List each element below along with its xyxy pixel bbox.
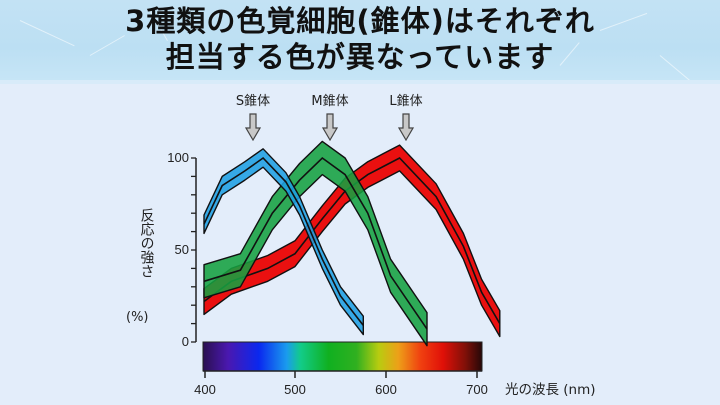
- y-tick-50: 50: [174, 242, 189, 257]
- center-line-M錐体: [203, 156, 428, 330]
- x-axis: [203, 370, 482, 378]
- x-tick-600: 600: [375, 382, 397, 397]
- down-arrow-icon: [398, 113, 414, 141]
- band-S錐体: [203, 148, 364, 336]
- band-L錐体: [203, 144, 501, 338]
- center-line-S錐体: [203, 156, 364, 326]
- title-banner: [0, 0, 720, 80]
- banner-divider: [0, 80, 720, 84]
- spectrum-color-bar: [202, 341, 483, 372]
- x-tick-400: 400: [194, 382, 216, 397]
- y-axis-label: 反応の強さ: [136, 208, 156, 283]
- down-arrow-icon: [322, 113, 338, 141]
- y-tick-100: 100: [167, 150, 189, 165]
- y-axis-unit: (%): [126, 310, 149, 325]
- y-tick-0: 0: [181, 334, 189, 349]
- s-cone-label: S錐体: [235, 94, 271, 109]
- y-axis: [191, 157, 197, 343]
- x-tick-700: 700: [466, 382, 488, 397]
- down-arrow-icon: [245, 113, 261, 141]
- x-tick-500: 500: [284, 382, 306, 397]
- page-title-line2: 担当する色が異なっています: [165, 40, 555, 74]
- cone-response-curves: [203, 140, 501, 347]
- x-axis-label: 光の波長 (nm): [505, 382, 596, 398]
- l-cone-label: L錐体: [389, 94, 423, 109]
- m-cone-label: M錐体: [311, 94, 349, 109]
- y-axis-label-text: 反応の強さ: [138, 208, 155, 278]
- page-title-line1: 3種類の色覚細胞(錐体)はそれぞれ: [125, 4, 595, 38]
- band-M錐体: [203, 140, 428, 347]
